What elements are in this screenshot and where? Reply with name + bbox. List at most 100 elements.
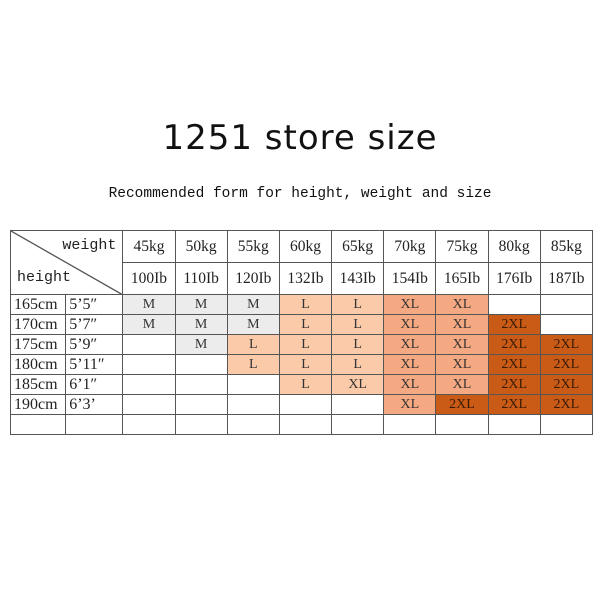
size-cell bbox=[226, 394, 280, 415]
size-cell: 2XL bbox=[539, 334, 594, 355]
weight-kg-header: 55kg bbox=[226, 230, 280, 263]
height-ft bbox=[65, 414, 124, 435]
size-cell bbox=[122, 354, 176, 375]
size-cell: L bbox=[331, 314, 385, 335]
height-ft: 5’7″ bbox=[65, 314, 124, 335]
diagonal-divider bbox=[11, 231, 122, 294]
height-cm: 170cm bbox=[9, 314, 67, 335]
size-cell: L bbox=[331, 354, 385, 375]
table-row: 175cm 5’9″ M L L L XL XL 2XL 2XL bbox=[9, 334, 594, 355]
size-cell bbox=[226, 414, 280, 435]
weight-kg-header: 50kg bbox=[174, 230, 228, 263]
size-cell: M bbox=[174, 334, 228, 355]
size-cell: 2XL bbox=[539, 374, 594, 395]
size-cell: L bbox=[278, 294, 333, 315]
size-cell: XL bbox=[383, 394, 437, 415]
weight-lb-header: 154Ib bbox=[383, 262, 437, 295]
size-cell: XL bbox=[383, 374, 437, 395]
height-ft: 5’11″ bbox=[65, 354, 124, 375]
size-cell: 2XL bbox=[487, 394, 541, 415]
size-cell bbox=[278, 394, 333, 415]
page-title: 1251 store size bbox=[162, 118, 438, 158]
size-chart-table: weight height 45kg 50kg 55kg 60kg 65kg 70kg 75kg… bbox=[9, 230, 594, 435]
size-cell: L bbox=[331, 334, 385, 355]
height-ft: 5’5″ bbox=[65, 294, 124, 315]
height-cm bbox=[9, 414, 67, 435]
size-cell bbox=[174, 414, 228, 435]
size-cell: L bbox=[331, 294, 385, 315]
height-cm: 180cm bbox=[9, 354, 67, 375]
size-cell bbox=[122, 394, 176, 415]
weight-kg-header: 70kg bbox=[383, 230, 437, 263]
size-cell: 2XL bbox=[539, 354, 594, 375]
height-cm: 165cm bbox=[9, 294, 67, 315]
size-cell: 2XL bbox=[539, 394, 594, 415]
size-cell: M bbox=[226, 294, 280, 315]
size-cell: XL bbox=[435, 334, 489, 355]
size-cell: XL bbox=[435, 294, 489, 315]
height-ft: 6’1″ bbox=[65, 374, 124, 395]
weight-lb-header: 176Ib bbox=[487, 262, 541, 295]
size-cell bbox=[539, 294, 594, 315]
height-label: height bbox=[17, 269, 72, 286]
height-cm: 190cm bbox=[9, 394, 67, 415]
size-cell: 2XL bbox=[487, 314, 541, 335]
size-cell: XL bbox=[435, 354, 489, 375]
size-cell: XL bbox=[383, 334, 437, 355]
size-cell: M bbox=[122, 294, 176, 315]
height-ft: 5’9″ bbox=[65, 334, 124, 355]
size-cell bbox=[122, 334, 176, 355]
weight-kg-header: 80kg bbox=[487, 230, 541, 263]
size-cell bbox=[331, 394, 385, 415]
weight-label: weight bbox=[62, 237, 117, 254]
size-cell: XL bbox=[383, 314, 437, 335]
size-cell bbox=[226, 374, 280, 395]
table-row: 165cm 5’5″ M M M L L XL XL bbox=[9, 294, 594, 315]
size-cell bbox=[435, 414, 489, 435]
size-cell bbox=[174, 374, 228, 395]
subtitle: Recommended form for height, weight and … bbox=[108, 186, 492, 202]
header-row-kg: weight height 45kg 50kg 55kg 60kg 65kg 70kg 75kg… bbox=[9, 230, 594, 295]
size-cell bbox=[487, 294, 541, 315]
weight-lb-header: 100Ib bbox=[122, 262, 176, 295]
weight-kg-header: 75kg bbox=[435, 230, 489, 263]
size-cell: M bbox=[122, 314, 176, 335]
size-cell: M bbox=[174, 314, 228, 335]
size-cell bbox=[278, 414, 333, 435]
size-cell: L bbox=[226, 334, 280, 355]
size-cell: 2XL bbox=[435, 394, 489, 415]
size-cell: M bbox=[226, 314, 280, 335]
size-cell: L bbox=[226, 354, 280, 375]
size-cell: M bbox=[174, 294, 228, 315]
weight-kg-header: 85kg bbox=[539, 230, 594, 263]
weight-lb-header: 110Ib bbox=[174, 262, 228, 295]
size-cell bbox=[174, 394, 228, 415]
size-cell bbox=[383, 414, 437, 435]
height-cm: 175cm bbox=[9, 334, 67, 355]
size-cell: 2XL bbox=[487, 334, 541, 355]
size-cell bbox=[331, 414, 385, 435]
weight-lb-header: 132Ib bbox=[278, 262, 333, 295]
size-cell: L bbox=[278, 374, 333, 395]
size-cell: 2XL bbox=[487, 354, 541, 375]
size-cell bbox=[539, 314, 594, 335]
table-row bbox=[9, 414, 594, 435]
weight-lb-header: 165Ib bbox=[435, 262, 489, 295]
height-ft: 6’3’ bbox=[65, 394, 124, 415]
corner-header: weight height bbox=[9, 230, 124, 295]
size-cell bbox=[122, 374, 176, 395]
size-cell: XL bbox=[383, 294, 437, 315]
size-cell bbox=[122, 414, 176, 435]
size-cell: XL bbox=[435, 374, 489, 395]
size-cell: XL bbox=[435, 314, 489, 335]
weight-lb-header: 143Ib bbox=[331, 262, 385, 295]
size-cell: 2XL bbox=[487, 374, 541, 395]
weight-kg-header: 45kg bbox=[122, 230, 176, 263]
size-cell bbox=[174, 354, 228, 375]
weight-lb-header: 187Ib bbox=[539, 262, 594, 295]
size-cell bbox=[539, 414, 594, 435]
weight-lb-header: 120Ib bbox=[226, 262, 280, 295]
size-cell: L bbox=[278, 314, 333, 335]
header-row-lb: 100Ib 110Ib 120Ib 132Ib 143Ib 154Ib 165Ib 176Ib… bbox=[11, 262, 594, 295]
table-row: 185cm 6’1″ L XL XL XL 2XL 2XL bbox=[9, 374, 594, 395]
